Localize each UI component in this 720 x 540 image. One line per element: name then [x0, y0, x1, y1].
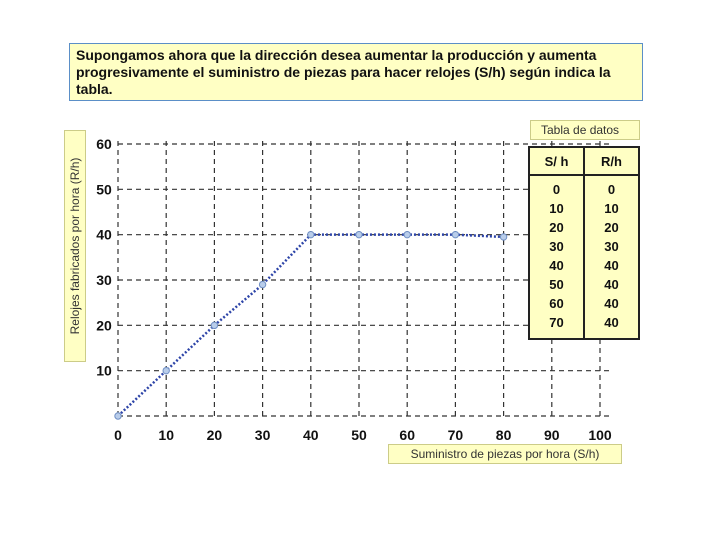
table-cell-r: 20 [583, 218, 640, 237]
table-row: 40 40 [528, 256, 640, 275]
data-point [307, 230, 315, 239]
table-header-r: R/h [583, 146, 640, 176]
table-cell-r: 40 [583, 275, 640, 294]
table-cell-s: 60 [528, 294, 585, 313]
table-cell-r: 40 [583, 294, 640, 313]
table-row: 20 20 [528, 218, 640, 237]
x-tick-label: 10 [158, 427, 174, 443]
y-tick-label: 60 [96, 136, 112, 152]
x-tick-label: 70 [448, 427, 464, 443]
table-row: 30 30 [528, 237, 640, 256]
table-header-s: S/ h [528, 146, 585, 176]
table-cell-s: 30 [528, 237, 585, 256]
x-axis-label: Suministro de piezas por hora (S/h) [388, 444, 622, 464]
data-point [210, 321, 219, 330]
table-cell-r: 40 [583, 256, 640, 275]
intro-text-box: Supongamos ahora que la dirección desea … [69, 43, 643, 101]
x-tick-label: 40 [303, 427, 319, 443]
table-cell-s: 70 [528, 313, 585, 340]
table-cell-r: 10 [583, 199, 640, 218]
data-points [114, 230, 508, 420]
table-cell-r: 30 [583, 237, 640, 256]
table-cell-s: 50 [528, 275, 585, 294]
y-axis-label-box [64, 130, 86, 362]
table-cell-s: 10 [528, 199, 585, 218]
table-row: 50 40 [528, 275, 640, 294]
grid-lines [118, 140, 612, 416]
y-tick-label: 20 [96, 317, 112, 333]
table-cell-r: 40 [583, 313, 640, 340]
axes [117, 140, 612, 417]
data-point [114, 412, 122, 420]
y-axis-label: Relojes fabricados por hora (R/h) [68, 157, 82, 335]
x-tick-label: 20 [207, 427, 223, 443]
x-tick-label: 0 [114, 427, 122, 443]
y-tick-label: 30 [96, 272, 112, 288]
y-tick-label: 10 [96, 363, 112, 379]
data-point [162, 366, 170, 375]
table-cell-r: 0 [583, 175, 640, 199]
x-tick-label: 100 [588, 427, 612, 443]
table-row: 10 10 [528, 199, 640, 218]
table-cell-s: 40 [528, 256, 585, 275]
table-body: 0 0 10 10 20 20 30 30 40 40 50 40 60 40 70 40 [528, 175, 640, 340]
data-point [499, 233, 508, 241]
data-point [403, 230, 411, 239]
y-tick-label: 40 [96, 227, 112, 243]
table-cell-s: 20 [528, 218, 585, 237]
data-point [258, 280, 267, 289]
x-tick-label: 60 [399, 427, 415, 443]
table-row: 70 40 [528, 313, 640, 340]
x-tick-label: 90 [544, 427, 560, 443]
intro-text: Supongamos ahora que la dirección desea … [76, 47, 611, 97]
x-tick-label: 50 [351, 427, 367, 443]
x-tick-label: 80 [496, 427, 512, 443]
data-table: S/ h R/h 0 0 10 10 20 20 30 30 40 40 50 40 60 40 70 40 [528, 146, 640, 340]
table-title: Tabla de datos [530, 120, 640, 140]
data-point [355, 230, 363, 239]
data-point [451, 230, 460, 239]
x-tick-label: 30 [255, 427, 271, 443]
table-row: 60 40 [528, 294, 640, 313]
y-tick-label: 50 [96, 181, 112, 197]
table-cell-s: 0 [528, 175, 585, 199]
